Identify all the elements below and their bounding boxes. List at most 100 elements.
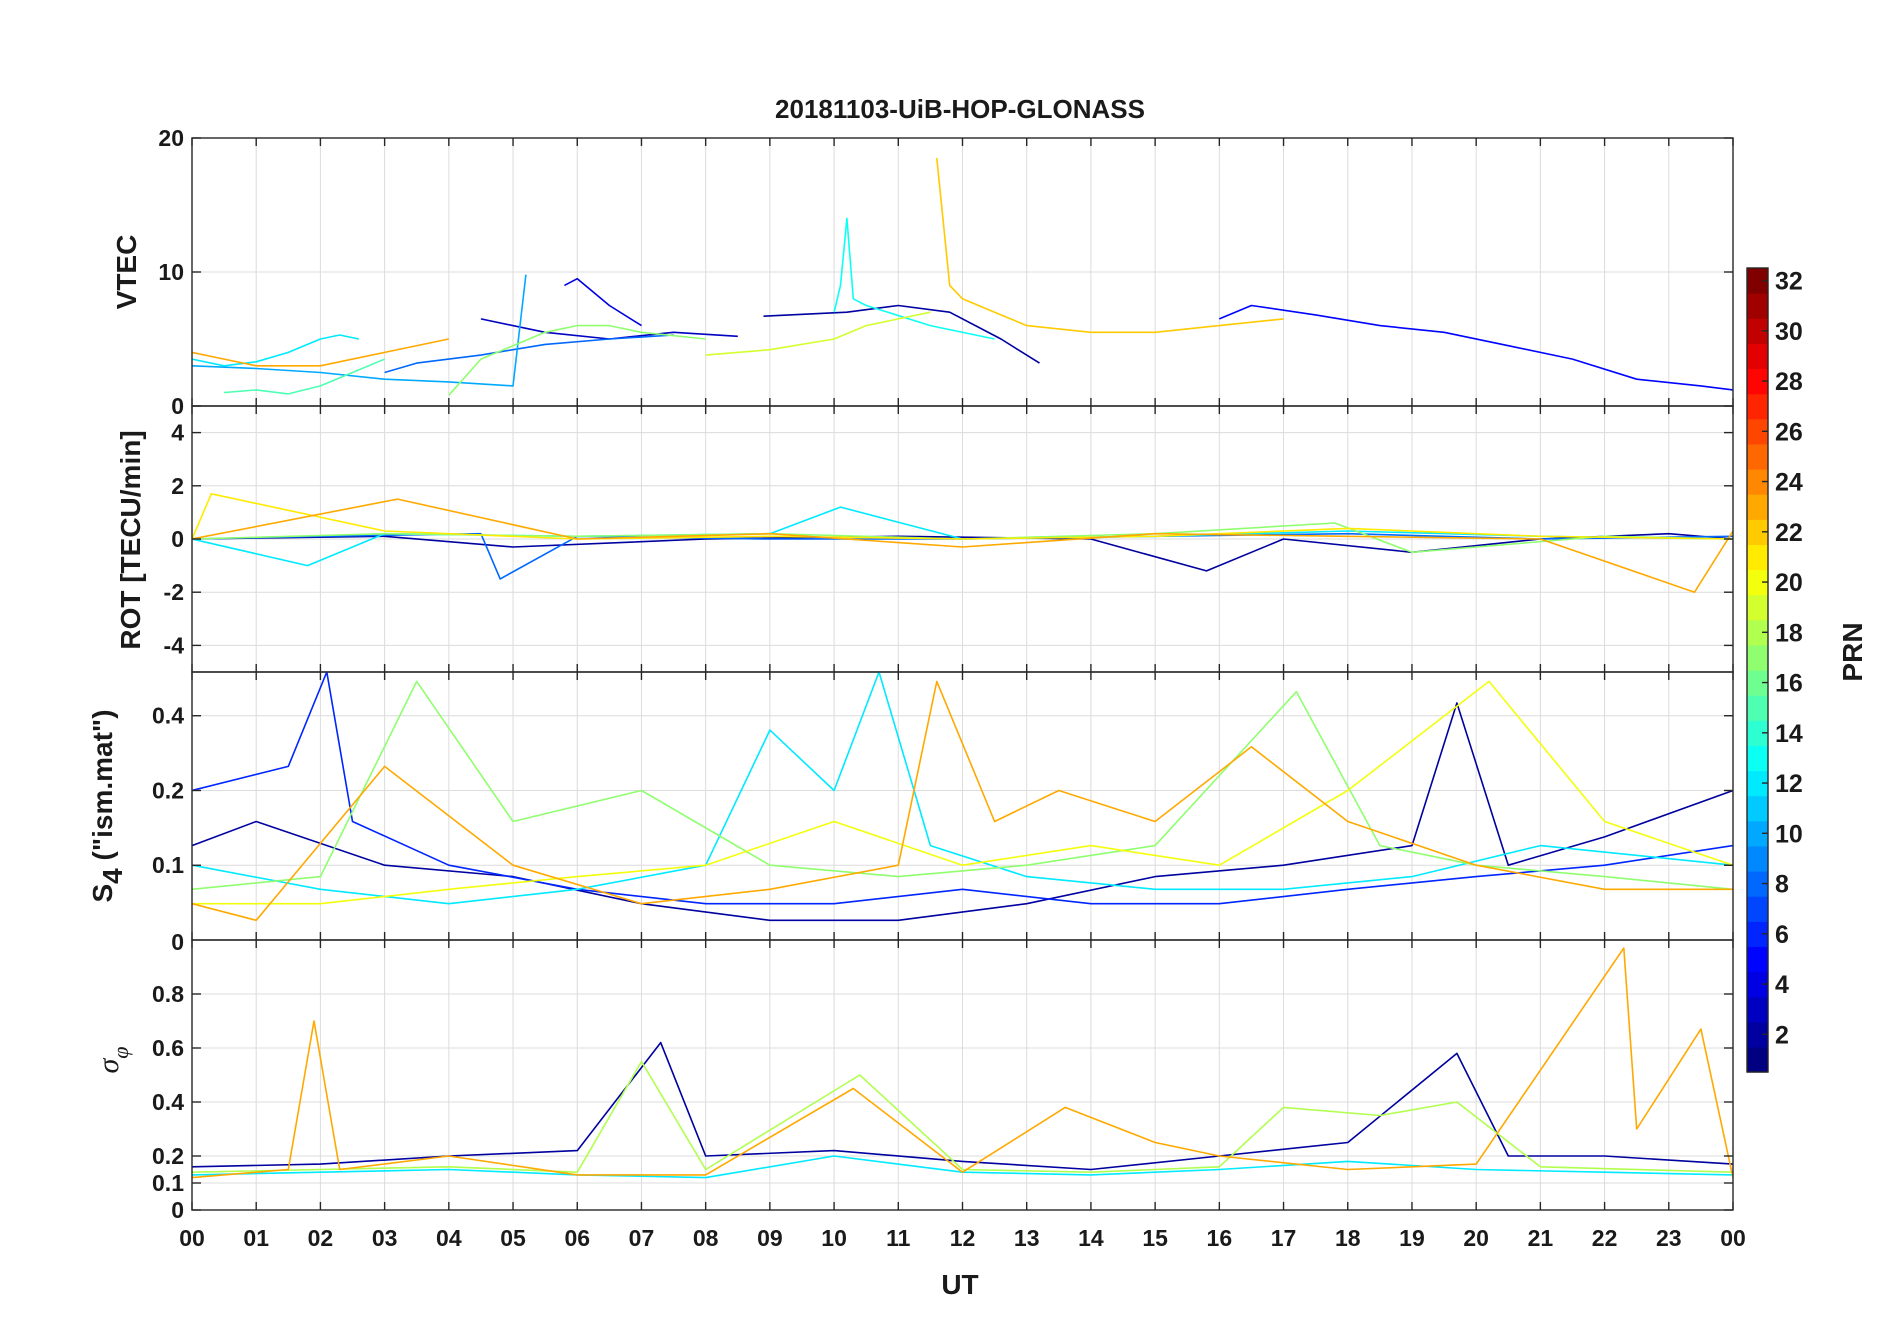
x-tick-label: 08: [693, 1225, 719, 1251]
x-tick-label: 11: [886, 1225, 911, 1251]
series-prn-23: [192, 947, 1733, 1179]
x-tick-label: 23: [1656, 1225, 1682, 1251]
series-prn-17: [448, 324, 706, 396]
x-tick-label: 13: [1014, 1225, 1040, 1251]
series-prn-12: [192, 672, 1733, 905]
y-tick-label: 0.6: [152, 1035, 184, 1061]
series-prn-23: [192, 338, 449, 367]
colorbar-swatch: [1747, 594, 1768, 621]
colorbar-swatch: [1747, 695, 1768, 721]
colorbar-tick-label: 24: [1775, 469, 1803, 497]
colorbar-swatch: [1747, 946, 1768, 973]
x-tick-label: 09: [757, 1225, 783, 1251]
colorbar-swatch: [1747, 293, 1768, 319]
series-prn-8: [384, 334, 674, 374]
y-tick-label: 0.2: [152, 777, 184, 803]
colorbar-tick-label: 6: [1775, 921, 1789, 949]
colorbar-swatch: [1747, 996, 1768, 1023]
series-group: [192, 158, 1733, 396]
x-axis-label: UT: [941, 1269, 978, 1300]
colorbar-swatch: [1747, 393, 1768, 420]
series-prn-20: [192, 680, 1733, 905]
series-prn-4: [564, 277, 642, 327]
colorbar-tick-label: 16: [1775, 670, 1803, 698]
series-prn-23: [192, 680, 1733, 922]
series-prn-10: [192, 274, 527, 387]
chart-title: 20181103-UiB-HOP-GLONASS: [775, 94, 1145, 124]
colorbar-tick-label: 10: [1775, 820, 1803, 848]
colorbar-swatch: [1747, 343, 1768, 370]
y-tick-label: 0: [171, 1197, 184, 1223]
colorbar-tick-label: 14: [1775, 720, 1803, 748]
colorbar-swatch: [1747, 569, 1768, 596]
series-prn-2: [763, 304, 1040, 364]
y-tick-label: 0: [171, 393, 184, 419]
x-tick-label: 21: [1528, 1225, 1554, 1251]
series-prn-2: [192, 702, 1733, 922]
y-tick-label-top: 0: [171, 929, 184, 955]
y-tick-label: 0.4: [152, 703, 184, 729]
colorbar-swatch: [1747, 871, 1768, 897]
series-prn-21: [192, 492, 1733, 540]
grid: [192, 672, 1733, 940]
colorbar-swatch: [1747, 845, 1768, 872]
colorbar-swatch: [1747, 443, 1768, 470]
x-tick-label: 14: [1078, 1225, 1104, 1251]
y-tick-label: -2: [164, 579, 184, 605]
colorbar-swatch: [1747, 619, 1768, 646]
x-tick-label: 03: [372, 1225, 398, 1251]
x-tick-label: 06: [564, 1225, 590, 1251]
panel-s4: 0.1 0.2 0.4 S4 ("ism.mat"): [87, 671, 1734, 941]
colorbar-swatch: [1747, 896, 1768, 922]
y-tick-label: 4: [171, 420, 184, 446]
colorbar-swatch: [1747, 1046, 1768, 1073]
colorbar-swatch: [1747, 971, 1768, 998]
colorbar-swatch: [1747, 770, 1768, 797]
series-prn-19: [705, 311, 931, 356]
y-tick-label: 0.8: [152, 981, 184, 1007]
x-tick-label: 00: [1720, 1225, 1746, 1251]
x-tick-label: 01: [243, 1225, 269, 1251]
series-prn-5: [1218, 304, 1733, 391]
colorbar-swatch: [1747, 670, 1768, 696]
colorbar-tick-label: 4: [1775, 971, 1789, 999]
y-tick-label: 0: [171, 526, 184, 552]
colorbar-swatch: [1747, 720, 1768, 746]
x-tick-label: 16: [1207, 1225, 1233, 1251]
x-tick-label: 05: [500, 1225, 526, 1251]
x-tick-labels: 00 01 02 03 04 05 06 07 08 09 10 11 12 13 14 15 16 17 18 19…: [179, 1225, 1746, 1251]
series-prn-13: [833, 217, 995, 340]
colorbar-tick-label: 26: [1775, 418, 1803, 446]
y-tick-label: -4: [164, 632, 185, 658]
series-prn-23: [192, 498, 1733, 594]
colorbar-tick-label: 22: [1775, 519, 1803, 547]
series-prn-12: [192, 334, 360, 367]
colorbar-swatch: [1747, 318, 1768, 344]
colorbar-tick-label: 12: [1775, 770, 1803, 798]
colorbar-swatch: [1747, 268, 1768, 294]
y-tick-label: 20: [158, 125, 184, 151]
series-prn-2: [192, 1041, 1733, 1171]
colorbar-swatch: [1747, 418, 1768, 445]
series-group: [192, 947, 1733, 1179]
series-prn-17: [192, 680, 1733, 891]
series-group: [192, 672, 1733, 922]
series-prn-6: [192, 672, 1733, 905]
grid: [192, 406, 1733, 672]
colorbar-tick-label: 2: [1775, 1021, 1789, 1049]
colorbar-swatch: [1747, 469, 1768, 495]
panel-vtec: 0 10 20 VTEC: [111, 125, 1734, 419]
y-axis-label-rot: ROT [TECU/min]: [115, 430, 146, 649]
colorbar-swatch: [1747, 644, 1768, 671]
panel-rot: -4 -2 0 2 4 ROT [TECU/min]: [115, 405, 1734, 673]
x-tick-label: 04: [436, 1225, 462, 1251]
colorbar-swatch: [1747, 544, 1768, 571]
y-tick-label: 0.2: [152, 1143, 184, 1169]
colorbar-label: PRN: [1837, 622, 1868, 681]
x-tick-label: 12: [950, 1225, 976, 1251]
colorbar-tick-label: 18: [1775, 619, 1803, 647]
